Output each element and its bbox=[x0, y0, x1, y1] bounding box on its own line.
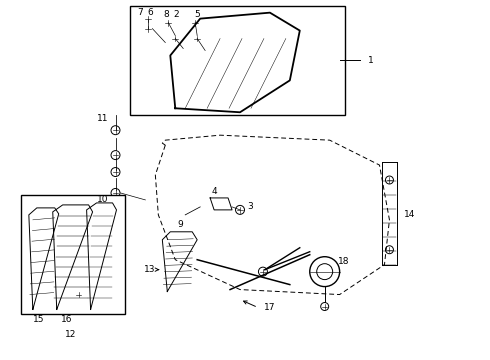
Text: 14: 14 bbox=[404, 210, 416, 219]
Text: 4: 4 bbox=[211, 188, 217, 197]
Text: 6: 6 bbox=[147, 8, 153, 17]
Text: 10: 10 bbox=[97, 195, 108, 204]
Text: 13: 13 bbox=[144, 265, 155, 274]
Text: 11: 11 bbox=[97, 114, 108, 123]
Bar bbox=[130, 6, 344, 115]
Text: 15: 15 bbox=[33, 315, 44, 324]
Text: 18: 18 bbox=[338, 257, 349, 266]
Text: 5: 5 bbox=[195, 10, 200, 19]
Text: 2: 2 bbox=[173, 10, 179, 19]
Text: 7: 7 bbox=[138, 8, 143, 17]
Bar bbox=[21, 195, 125, 315]
Text: 9: 9 bbox=[177, 220, 183, 229]
Text: 3: 3 bbox=[247, 202, 253, 211]
Text: 17: 17 bbox=[264, 303, 276, 312]
Text: 8: 8 bbox=[164, 10, 169, 19]
Text: 1: 1 bbox=[368, 56, 373, 65]
Text: 12: 12 bbox=[65, 330, 76, 339]
Text: 16: 16 bbox=[61, 315, 72, 324]
